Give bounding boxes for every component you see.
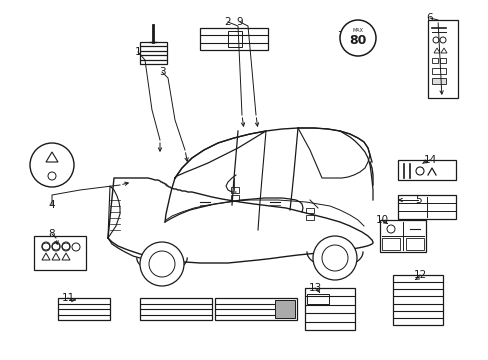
Circle shape	[312, 236, 356, 280]
Bar	[34, 236, 86, 270]
Bar	[230, 195, 239, 201]
Bar	[305, 208, 313, 213]
Text: 7: 7	[336, 31, 343, 41]
Text: 1: 1	[134, 47, 141, 57]
Text: 3: 3	[159, 67, 165, 77]
Text: 13: 13	[308, 283, 321, 293]
Bar	[200, 28, 267, 50]
Text: 10: 10	[375, 215, 388, 225]
Text: 4: 4	[49, 200, 55, 210]
Bar	[405, 238, 423, 250]
Text: MAX: MAX	[352, 27, 363, 32]
Bar	[427, 20, 457, 98]
Text: 2: 2	[224, 17, 231, 27]
Bar	[305, 288, 354, 330]
Text: 6: 6	[426, 13, 432, 23]
Text: 9: 9	[236, 17, 243, 27]
Bar	[379, 220, 425, 252]
Text: 14: 14	[423, 155, 436, 165]
Bar	[397, 160, 455, 180]
Text: 12: 12	[412, 270, 426, 280]
Bar	[306, 294, 328, 304]
Bar	[140, 42, 167, 64]
Text: 5: 5	[414, 195, 421, 205]
Circle shape	[140, 242, 183, 286]
Circle shape	[149, 251, 175, 277]
Bar	[397, 195, 455, 219]
Bar	[58, 298, 110, 320]
Bar	[215, 298, 296, 320]
Text: 11: 11	[61, 293, 75, 303]
Bar	[381, 238, 399, 250]
Circle shape	[321, 245, 347, 271]
Bar	[431, 78, 445, 84]
Circle shape	[339, 20, 375, 56]
Bar	[431, 68, 445, 74]
Bar	[227, 31, 242, 47]
Bar	[230, 187, 239, 193]
Bar	[439, 58, 445, 63]
Circle shape	[30, 143, 74, 187]
Text: 8: 8	[49, 229, 55, 239]
Bar	[274, 300, 294, 318]
Bar	[431, 58, 437, 63]
Bar	[47, 163, 57, 170]
Bar	[140, 298, 212, 320]
Bar	[305, 215, 313, 220]
Text: 80: 80	[348, 33, 366, 46]
Bar	[392, 275, 442, 325]
